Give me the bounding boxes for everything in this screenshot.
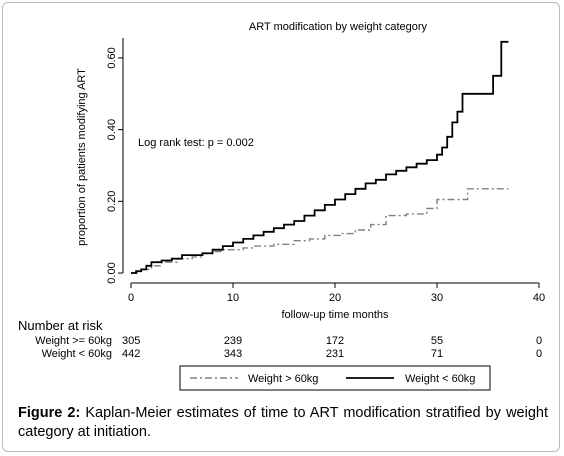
risk-count: 55 [431,335,443,347]
legend: Weight > 60kg Weight < 60kg [179,365,491,391]
km-chart: ART modification by weight category 0.00… [18,21,545,391]
risk-count: 239 [224,335,242,347]
figure-caption: Figure 2: Kaplan-Meier estimates of time… [18,404,548,442]
legend-label-weight-lt-60: Weight < 60kg [405,373,475,385]
risk-count: 71 [431,348,443,360]
risk-count: 172 [326,335,344,347]
x-tick-label: 20 [329,292,341,304]
risk-count: 305 [122,335,140,347]
risk-table-title: Number at risk [18,318,103,333]
y-axis-label: proportion of patients modifying ART [76,68,88,246]
axes: 0.00 0.20 0.40 0.60 0 10 20 30 40 [106,38,545,304]
x-tick-label: 10 [227,292,239,304]
figure-frame [2,2,560,452]
risk-table: Number at risk Weight >= 60kg 305 239 172 55 0… [18,318,542,360]
x-tick-label: 40 [533,292,545,304]
risk-row-label: Weight >= 60kg [35,335,112,347]
risk-row-label: Weight < 60kg [42,348,112,360]
legend-label-weight-gt-60: Weight > 60kg [248,373,318,385]
risk-count: 231 [326,348,344,360]
risk-count: 0 [536,348,542,360]
y-tick-label: 0.60 [106,47,118,68]
x-tick-label: 30 [431,292,443,304]
y-tick-label: 0.00 [106,262,118,283]
caption-text: Kaplan-Meier estimates of time to ART mo… [18,405,548,440]
series-line-weight-lt-60 [131,40,509,274]
y-tick-label: 0.20 [106,191,118,212]
log-rank-annotation: Log rank test: p = 0.002 [138,137,254,149]
risk-count: 343 [224,348,242,360]
y-tick-label: 0.40 [106,119,118,140]
series-layer [131,40,509,274]
risk-count: 0 [536,335,542,347]
caption-label: Figure 2: [18,405,81,421]
series-line-weight-gt-60 [131,188,509,274]
x-tick-label: 0 [128,292,134,304]
chart-title: ART modification by weight category [249,21,428,33]
x-axis-label: follow-up time months [282,309,389,321]
risk-count: 442 [122,348,140,360]
